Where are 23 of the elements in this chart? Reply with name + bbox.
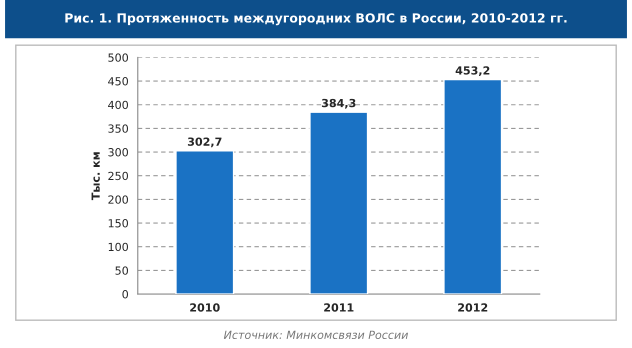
text: Источник: Минкомсвязи России <box>224 330 408 340</box>
data-label: 453,2 <box>456 66 490 76</box>
y-tick-label: 250 <box>108 172 128 180</box>
bar <box>443 78 502 294</box>
x-tick-label: 2011 <box>324 303 354 312</box>
x-tick-label: 2012 <box>458 303 488 312</box>
y-axis-title: Тыс. км <box>92 152 100 200</box>
y-tick-label: 200 <box>108 195 128 204</box>
y-tick-label: 50 <box>115 266 128 275</box>
data-label: 384,3 <box>322 98 356 109</box>
y-tick-label: 350 <box>108 124 128 133</box>
bar <box>309 111 368 294</box>
y-tick-label: 450 <box>108 77 128 86</box>
y-tick-label: 150 <box>108 219 128 228</box>
y-tick-label: 500 <box>108 53 128 62</box>
y-tick-label: 400 <box>108 100 128 110</box>
x-tick-label: 2010 <box>190 303 220 312</box>
bar <box>175 150 234 294</box>
chart-title: Рис. 1. Протяженность междугородних ВОЛС в России, 2010-2012 гг. <box>65 13 567 26</box>
data-label: 302,7 <box>188 137 222 148</box>
y-tick-label: 0 <box>122 290 128 298</box>
y-tick-label: 300 <box>108 148 128 156</box>
y-tick-label: 100 <box>108 242 128 252</box>
